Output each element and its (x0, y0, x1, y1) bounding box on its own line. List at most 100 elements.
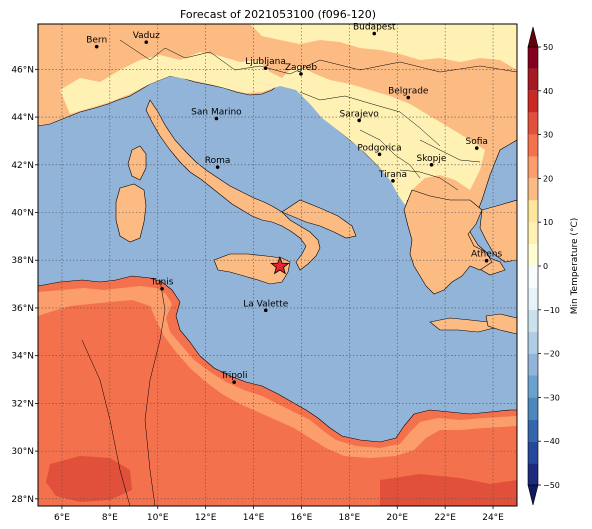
north-cold-zone (250, 24, 517, 70)
colorbar-tick-label: −20 (543, 350, 560, 359)
colorbar-tick-label: 40 (543, 87, 553, 96)
colorbar-segment (528, 287, 538, 310)
colorbar-tick-label: −30 (543, 393, 560, 402)
city-label: Bern (86, 36, 107, 46)
sardinia (115, 183, 147, 243)
city-dot (391, 178, 395, 183)
city-dot (232, 380, 236, 384)
lon-tick-label: 22°E (434, 513, 456, 523)
turkey-coast (485, 313, 517, 335)
colorbar-tick-label: 0 (543, 262, 548, 271)
hot-patch (46, 456, 132, 502)
colorbar-segment (528, 441, 538, 464)
city-dot (214, 116, 219, 121)
city-dot (94, 44, 99, 49)
africa-coastal-zone (38, 286, 517, 458)
lat-tick-label: 28°N (11, 495, 34, 505)
colorbar-segment (528, 331, 538, 354)
colorbar-segment (528, 47, 538, 69)
lat-tick-label: 40°N (11, 209, 34, 219)
lon-tick-label: 20°E (386, 513, 408, 523)
city-label: Ljubljana (245, 57, 286, 67)
city-dot (299, 72, 303, 76)
lon-tick-label: 10°E (147, 513, 169, 523)
city-label: Sarajevo (340, 109, 380, 119)
colorbar-segment (528, 90, 538, 113)
city-dot (215, 165, 220, 169)
colorbar-segment (528, 397, 538, 420)
colorbar-segment (528, 244, 538, 266)
city-label: Tunis (150, 278, 174, 288)
city-dot (372, 31, 377, 36)
greece (403, 189, 493, 295)
city-label: Skopje (417, 154, 447, 164)
city-label: San Marino (191, 107, 242, 117)
lat-tick-label: 42°N (11, 161, 34, 171)
city-label: Vaduz (133, 31, 160, 41)
latitude-axis: 28°N 30°N 32°N 34°N 36°N 38°N 40°N 42°N 44°N 46°N (11, 65, 38, 505)
star-shape (270, 256, 290, 275)
city-dot (263, 308, 268, 313)
city-label: Zagreb (285, 63, 317, 73)
hot-patch-2 (380, 474, 517, 506)
colorbar-segment (528, 134, 538, 157)
colorbar-segment (528, 156, 538, 179)
colorbar-segment (528, 266, 538, 288)
city-dot (160, 286, 164, 291)
city-dot (474, 146, 479, 150)
colorbar-segment (528, 178, 538, 201)
lon-tick-label: 24°E (482, 513, 504, 523)
city-label: Belgrade (388, 86, 429, 96)
city-label: Roma (205, 156, 231, 166)
lon-tick-label: 8°E (102, 513, 118, 523)
lat-tick-label: 44°N (11, 113, 34, 123)
colorbar-segment (528, 112, 538, 135)
map-frame (37, 23, 518, 507)
city-dot (263, 66, 268, 70)
aegean-coast (479, 199, 517, 263)
colorbar-segment (528, 353, 538, 376)
colorbar-tick-label: −10 (543, 306, 560, 315)
lat-tick-label: 34°N (11, 352, 34, 362)
map-gridlines (38, 24, 517, 506)
colorbar-segment (528, 200, 538, 223)
city-label: Budapest (353, 23, 396, 33)
lon-tick-label: 6°E (54, 513, 70, 523)
colorbar-tick-label: −40 (543, 437, 560, 446)
colorbar-tick-label: 10 (543, 218, 553, 227)
italy-heel (281, 199, 357, 239)
city-dot (377, 152, 382, 157)
city-dot (406, 95, 411, 100)
city-dot (484, 258, 489, 263)
city-label: Athens (471, 250, 502, 260)
lat-tick-label: 46°N (11, 65, 34, 75)
colorbar-tick-label: 30 (543, 131, 553, 140)
colorbar-segment (528, 222, 538, 245)
city-label: Podgorica (357, 143, 401, 153)
figure-title: Forecast of 2021053100 (f096-120) (180, 8, 376, 21)
colorbar-segment (528, 375, 538, 398)
city-label: Sofia (466, 137, 488, 147)
city-label: Tirana (378, 170, 407, 180)
colorbar-tick-label: 50 (543, 43, 553, 52)
location-star-icon (270, 256, 290, 275)
italy (145, 99, 321, 271)
colorbar-label: Min Temperature (°C) (570, 218, 580, 315)
lon-tick-label: 16°E (291, 513, 313, 523)
colorbar-extend-max (527, 26, 539, 48)
colorbar-tick-label: 20 (543, 174, 553, 183)
lat-tick-label: 36°N (11, 304, 34, 314)
lat-tick-label: 30°N (11, 447, 34, 457)
colorbar-segment (528, 309, 538, 332)
colorbar-segment (528, 463, 538, 485)
longitude-axis: 6°E 8°E 10°E 12°E 14°E 16°E 18°E 20°E 22°E 24°E (54, 506, 504, 523)
city-label: La Valette (243, 299, 288, 309)
lat-tick-label: 32°N (11, 399, 34, 409)
lon-tick-label: 12°E (195, 513, 217, 523)
colorbar-tick-label: −50 (543, 481, 560, 490)
colorbar-extend-min (527, 484, 539, 506)
colorbar-segment (528, 419, 538, 442)
sicily (213, 253, 291, 285)
